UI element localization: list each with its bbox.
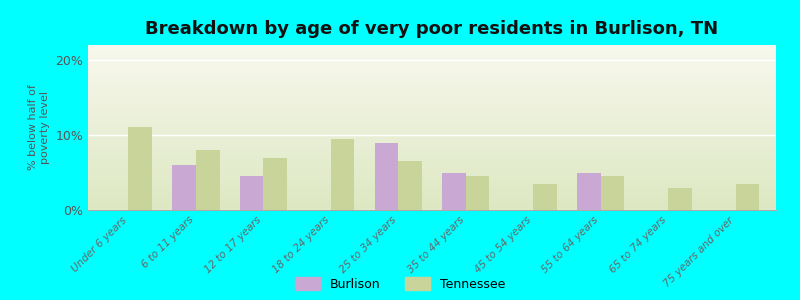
Bar — [331, 139, 354, 210]
Title: Breakdown by age of very poor residents in Burlison, TN: Breakdown by age of very poor residents … — [146, 20, 718, 38]
Bar — [466, 176, 490, 210]
Bar — [577, 172, 601, 210]
Bar — [601, 176, 624, 210]
Bar — [172, 165, 196, 210]
Legend: Burlison, Tennessee: Burlison, Tennessee — [294, 277, 506, 291]
Bar — [533, 184, 557, 210]
Y-axis label: % below half of
poverty level: % below half of poverty level — [28, 85, 50, 170]
Bar — [196, 150, 219, 210]
Bar — [735, 184, 759, 210]
Bar — [398, 161, 422, 210]
Bar — [374, 142, 398, 210]
Bar — [263, 158, 287, 210]
Bar — [442, 172, 466, 210]
Bar — [240, 176, 263, 210]
Bar — [129, 128, 152, 210]
Bar — [668, 188, 692, 210]
